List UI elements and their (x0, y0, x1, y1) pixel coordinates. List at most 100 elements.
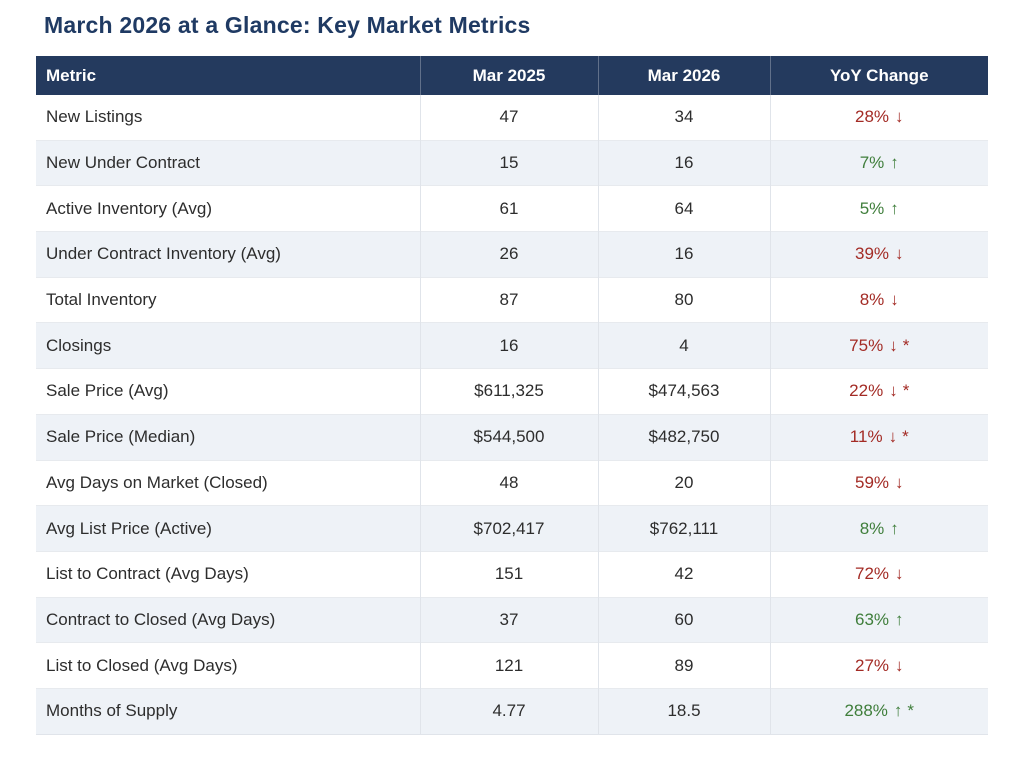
yoy-change-cell: 75% ↓ * (769, 322, 988, 369)
trend-arrow-icon: ↑ (893, 701, 903, 721)
mar-2025-value-cell: 87 (419, 276, 598, 323)
mar-2026-value-cell: 18.5 (597, 687, 770, 735)
column-header-metric: Metric (36, 56, 420, 95)
mar-2025-value-cell: 61 (419, 185, 598, 232)
mar-2025-value-cell: 37 (419, 596, 598, 643)
trend-arrow-icon: ↓ (895, 564, 904, 584)
metrics-table: Metric Mar 2025 Mar 2026 YoY Change New … (36, 56, 988, 735)
mar-2026-value-cell: 64 (597, 185, 770, 232)
column-header-mar-2026: Mar 2026 (597, 56, 770, 95)
mar-2026-value-cell: $482,750 (597, 413, 770, 460)
mar-2025-value-cell: 16 (419, 322, 598, 369)
mar-2026-value-cell: 34 (597, 95, 770, 141)
metric-name-cell: Avg List Price (Active) (36, 505, 420, 552)
yoy-percent: 63% (854, 609, 890, 629)
trend-arrow-icon: ↓ (890, 290, 899, 310)
footnote-asterisk: * (902, 427, 909, 447)
yoy-change-cell: 63% ↑ (769, 596, 988, 643)
yoy-percent: 39% (854, 244, 890, 264)
metric-name-cell: Closings (36, 322, 420, 369)
trend-arrow-icon: ↓ (895, 655, 904, 675)
mar-2026-value-cell: 60 (597, 596, 770, 643)
yoy-change-cell: 7% ↑ (769, 139, 988, 186)
trend-arrow-icon: ↓ (895, 472, 904, 492)
trend-arrow-icon: ↓ (889, 381, 898, 401)
mar-2025-value-cell: 4.77 (419, 687, 598, 735)
table-row: Avg Days on Market (Closed) 48 20 59% ↓ (36, 459, 988, 506)
metric-name-cell: Sale Price (Median) (36, 413, 420, 460)
table-row: Sale Price (Avg) $611,325 $474,563 22% ↓ * (36, 368, 988, 415)
yoy-change-cell: 288% ↑ * (769, 687, 988, 735)
yoy-percent: 11% (849, 427, 883, 447)
trend-arrow-icon: ↓ (895, 244, 904, 264)
table-row: New Listings 47 34 28% ↓ (36, 95, 988, 141)
trend-arrow-icon: ↓ (889, 335, 898, 355)
metric-name-cell: New Under Contract (36, 139, 420, 186)
yoy-percent: 7% (859, 153, 885, 173)
yoy-change-cell: 5% ↑ (769, 185, 988, 232)
mar-2025-value-cell: $702,417 (419, 505, 598, 552)
mar-2026-value-cell: 80 (597, 276, 770, 323)
table-row: List to Closed (Avg Days) 121 89 27% ↓ (36, 642, 988, 689)
yoy-percent: 22% (849, 381, 884, 401)
mar-2026-value-cell: $762,111 (597, 505, 770, 552)
yoy-change-cell: 28% ↓ (769, 95, 988, 141)
mar-2025-value-cell: 48 (419, 459, 598, 506)
yoy-percent: 28% (854, 107, 890, 127)
yoy-change-cell: 22% ↓ * (769, 368, 988, 415)
trend-arrow-icon: ↓ (895, 107, 904, 127)
trend-arrow-icon: ↑ (895, 609, 904, 629)
metric-name-cell: Avg Days on Market (Closed) (36, 459, 420, 506)
yoy-change-cell: 8% ↑ (769, 505, 988, 552)
mar-2025-value-cell: 15 (419, 139, 598, 186)
metric-name-cell: Under Contract Inventory (Avg) (36, 231, 420, 278)
yoy-percent: 8% (859, 290, 885, 310)
metric-name-cell: List to Closed (Avg Days) (36, 642, 420, 689)
mar-2026-value-cell: $474,563 (597, 368, 770, 415)
mar-2026-value-cell: 16 (597, 231, 770, 278)
yoy-percent: 72% (854, 564, 890, 584)
metric-name-cell: List to Contract (Avg Days) (36, 550, 420, 598)
yoy-change-cell: 39% ↓ (769, 231, 988, 278)
table-header-row: Metric Mar 2025 Mar 2026 YoY Change (36, 56, 988, 95)
mar-2025-value-cell: $611,325 (419, 368, 598, 415)
yoy-percent: 288% (844, 701, 888, 721)
metric-name-cell: Months of Supply (36, 687, 420, 735)
metric-name-cell: Active Inventory (Avg) (36, 185, 420, 232)
table-row: Months of Supply 4.77 18.5 288% ↑ * (36, 687, 988, 735)
yoy-change-cell: 27% ↓ (769, 642, 988, 689)
yoy-change-cell: 8% ↓ (769, 276, 988, 323)
mar-2025-value-cell: 26 (419, 231, 598, 278)
yoy-change-cell: 59% ↓ (769, 459, 988, 506)
report-page: March 2026 at a Glance: Key Market Metri… (36, 12, 988, 735)
footnote-asterisk: * (902, 381, 910, 401)
column-header-mar-2025: Mar 2025 (419, 56, 598, 95)
metric-name-cell: Contract to Closed (Avg Days) (36, 596, 420, 643)
trend-arrow-icon: ↑ (890, 518, 899, 538)
table-row: Total Inventory 87 80 8% ↓ (36, 276, 988, 323)
yoy-percent: 27% (854, 655, 890, 675)
metric-name-cell: New Listings (36, 95, 420, 141)
table-row: Active Inventory (Avg) 61 64 5% ↑ (36, 185, 988, 232)
mar-2025-value-cell: $544,500 (419, 413, 598, 460)
trend-arrow-icon: ↓ (888, 427, 898, 447)
page-title: March 2026 at a Glance: Key Market Metri… (44, 12, 531, 38)
table-row: Closings 16 4 75% ↓ * (36, 322, 988, 369)
trend-arrow-icon: ↑ (890, 153, 899, 173)
mar-2026-value-cell: 89 (597, 642, 770, 689)
trend-arrow-icon: ↑ (890, 198, 899, 218)
mar-2025-value-cell: 151 (419, 550, 598, 598)
footnote-asterisk: * (907, 701, 915, 721)
table-row: Avg List Price (Active) $702,417 $762,11… (36, 505, 988, 552)
mar-2026-value-cell: 20 (597, 459, 770, 506)
yoy-percent: 59% (854, 472, 890, 492)
table-row: Under Contract Inventory (Avg) 26 16 39%… (36, 231, 988, 278)
mar-2025-value-cell: 47 (419, 95, 598, 141)
yoy-change-cell: 11% ↓ * (769, 413, 988, 460)
mar-2026-value-cell: 16 (597, 139, 770, 186)
mar-2026-value-cell: 4 (597, 322, 770, 369)
metric-name-cell: Sale Price (Avg) (36, 368, 420, 415)
table-row: Sale Price (Median) $544,500 $482,750 11… (36, 413, 988, 460)
table-row: List to Contract (Avg Days) 151 42 72% ↓ (36, 550, 988, 598)
footnote-asterisk: * (902, 335, 910, 355)
